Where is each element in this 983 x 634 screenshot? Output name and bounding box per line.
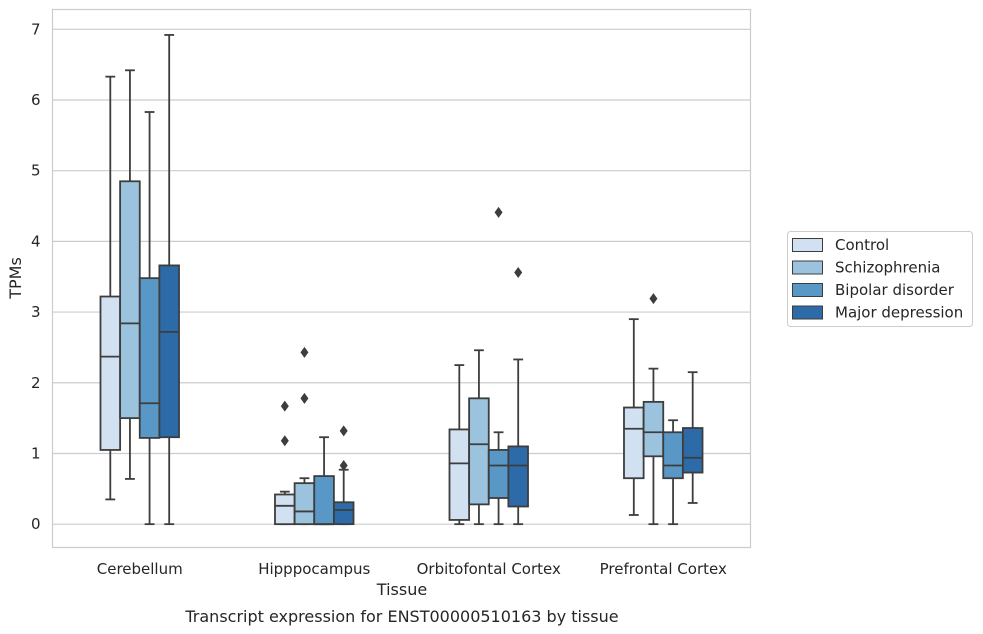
box (642, 400, 665, 458)
box-plot (313, 436, 335, 526)
y-tick-label: 5 (31, 162, 41, 180)
box-plot-marks (99, 34, 704, 526)
box-plot (623, 318, 645, 516)
box (662, 431, 684, 480)
box (138, 277, 161, 439)
outlier-point (300, 392, 309, 404)
y-tick-label: 0 (31, 515, 41, 533)
outlier-point (494, 206, 503, 218)
box (119, 180, 141, 420)
box (507, 445, 529, 508)
box (487, 449, 510, 499)
box-plot (487, 206, 510, 526)
outlier-point (339, 425, 348, 437)
legend-label: Bipolar disorder (835, 281, 955, 299)
outlier-point (514, 266, 523, 278)
legend-swatch (792, 238, 823, 252)
x-tick-labels: Cerebellum Hipppocampus Orbitofontal Corte… (97, 560, 727, 578)
y-tick-labels: 0 1 2 3 4 5 6 7 (31, 20, 41, 533)
box (623, 406, 645, 480)
box-plot (662, 419, 684, 526)
box-plot (448, 364, 471, 526)
y-tick-label: 4 (31, 232, 41, 250)
outlier-point (280, 400, 289, 412)
box-plot (332, 425, 355, 526)
legend-swatch (792, 260, 823, 275)
outlier-point (280, 435, 289, 447)
legend-label: Major depression (835, 304, 963, 322)
box-plot (158, 34, 180, 526)
legend-swatch (792, 305, 823, 320)
box-plot (468, 349, 490, 526)
box-plot (642, 293, 665, 526)
outlier-point (300, 346, 309, 358)
box (681, 427, 704, 474)
box (99, 295, 122, 451)
x-tick-label: Cerebellum (97, 560, 183, 578)
y-tick-label: 3 (31, 303, 41, 321)
y-tick-label: 1 (31, 444, 41, 462)
plot-frame (51, 8, 752, 549)
chart-caption: Transcript expression for ENST0000051016… (184, 607, 618, 626)
y-tick-label: 6 (31, 91, 41, 109)
box (468, 397, 490, 506)
box-plot (681, 371, 704, 504)
x-tick-label: Prefrontal Cortex (600, 560, 727, 578)
legend: Control Schizophrenia Bipolar disorder Majo… (787, 231, 973, 327)
box (293, 482, 316, 526)
legend-label: Schizophrenia (835, 259, 940, 277)
box-plot (507, 266, 529, 526)
x-axis-title: Tissue (376, 580, 427, 599)
legend-swatch (792, 283, 823, 297)
box (158, 264, 180, 439)
box-plot (274, 400, 296, 526)
box-plot (293, 346, 316, 526)
legend-label: Control (835, 236, 889, 254)
outlier-point (649, 293, 658, 305)
outlier-point (339, 459, 348, 471)
box (313, 475, 335, 526)
box (274, 493, 296, 526)
box (332, 501, 355, 526)
x-tick-label: Orbitofontal Cortex (417, 560, 561, 578)
box-plot (99, 75, 122, 501)
y-tick-label: 2 (31, 374, 41, 392)
box-plot (119, 69, 141, 480)
y-axis-title: TPMs (6, 257, 25, 300)
y-tick-label: 7 (31, 20, 41, 38)
legend-frame (787, 231, 973, 327)
box-plot (138, 111, 161, 526)
box (448, 428, 471, 521)
x-tick-label: Hipppocampus (258, 560, 370, 578)
